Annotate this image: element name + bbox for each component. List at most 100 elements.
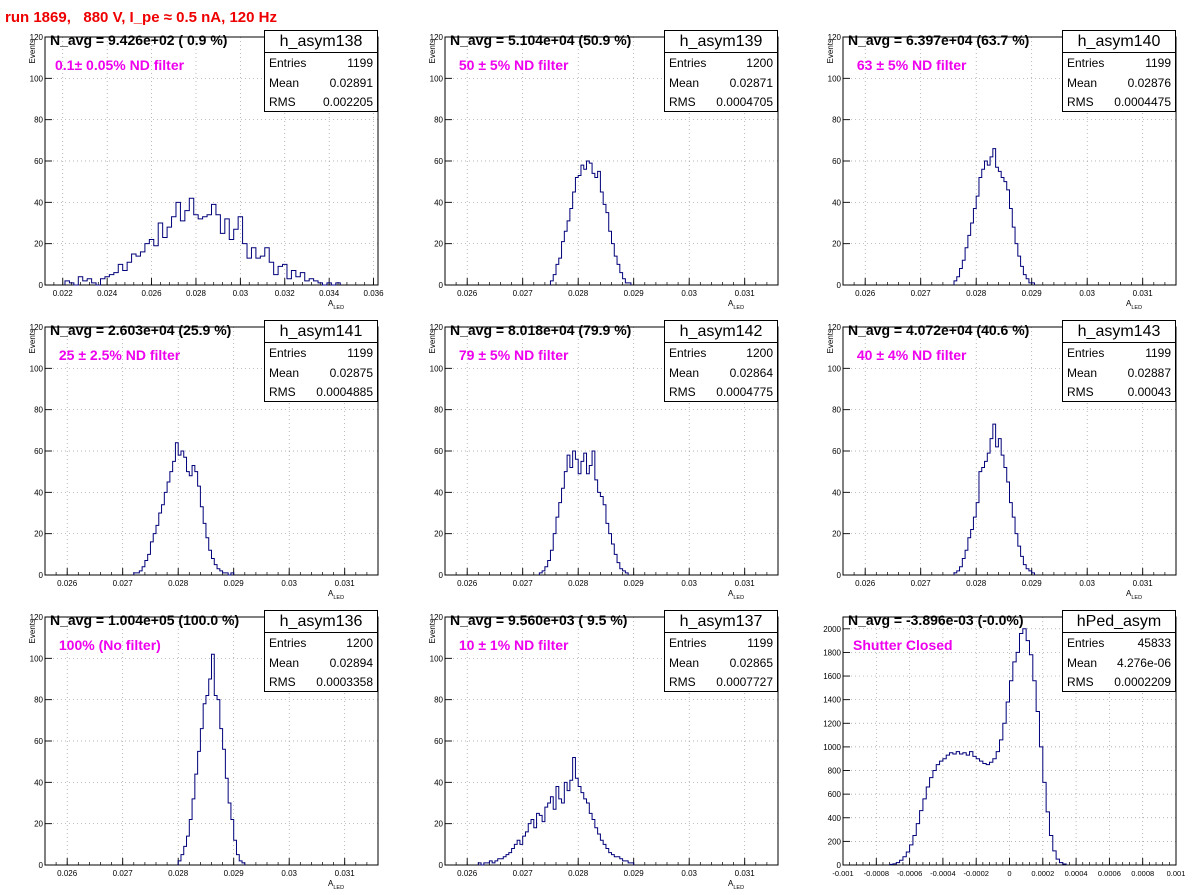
y-tick-label: 60 xyxy=(434,157,443,166)
x-axis-title: ALED xyxy=(328,589,344,601)
stats-value: 45833 xyxy=(1137,636,1171,650)
filter-label: 0.1± 0.05% ND filter xyxy=(55,57,185,73)
y-tick-label: 120 xyxy=(430,613,444,622)
y-tick-label: 60 xyxy=(832,447,841,456)
y-tick-label: 60 xyxy=(34,737,43,746)
navg-label: N_avg = 9.426e+02 ( 0.9 %) xyxy=(50,32,228,48)
filter-label: 100% (No filter) xyxy=(55,637,161,653)
stats-value: 0.02887 xyxy=(1127,365,1171,380)
x-axis-title: ALED xyxy=(728,589,744,601)
navg-label: N_avg = -3.896e-03 (-0.0%) xyxy=(848,612,1024,628)
stats-box: h_asym140 Entries 1199 Mean 0.02876 RMS 0.0004… xyxy=(1062,30,1176,112)
x-tick-label: 0.0006 xyxy=(1098,869,1121,878)
y-axis-title: Events xyxy=(826,329,835,353)
x-tick-label: 0.026 xyxy=(457,579,478,588)
x-tick-label: 0.03 xyxy=(681,869,697,878)
x-tick-label: 0.03 xyxy=(281,579,297,588)
x-tick-label: 0.028 xyxy=(568,579,589,588)
y-tick-label: 20 xyxy=(832,240,841,249)
histogram-panel-h_asym136: 0.026 0.027 0.028 0.029 0.03 0.031 0 20 40 60 80 10… xyxy=(0,610,390,895)
stats-row-entries: Entries 1200 xyxy=(665,343,777,363)
stats-key: RMS xyxy=(669,385,696,399)
y-tick-label: 40 xyxy=(434,198,443,207)
stats-value: 1200 xyxy=(346,636,373,650)
stats-row-entries: Entries 45833 xyxy=(1063,633,1175,653)
stats-row-entries: Entries 1199 xyxy=(265,53,377,73)
x-tick-label: 0.026 xyxy=(457,289,478,298)
stats-row-rms: RMS 0.0003358 xyxy=(265,672,377,692)
y-tick-label: 60 xyxy=(34,157,43,166)
y-tick-label: 0 xyxy=(439,281,444,290)
y-tick-label: 40 xyxy=(832,198,841,207)
histogram-panel-h_asym137: 0.026 0.027 0.028 0.029 0.03 0.031 0 20 40 60 80 10… xyxy=(400,610,790,895)
histogram-name: h_asym138 xyxy=(265,31,377,53)
x-tick-label: 0.027 xyxy=(513,869,534,878)
navg-label: N_avg = 5.104e+04 (50.9 %) xyxy=(450,32,632,48)
x-tick-label: 0.029 xyxy=(624,289,645,298)
stats-row-mean: Mean 0.02864 xyxy=(665,363,777,383)
x-tick-label: 0.027 xyxy=(911,289,932,298)
stats-row-entries: Entries 1200 xyxy=(265,633,377,653)
y-tick-label: 40 xyxy=(34,488,43,497)
x-axis-title: ALED xyxy=(328,299,344,311)
stats-box: h_asym139 Entries 1200 Mean 0.02871 RMS 0.0004… xyxy=(664,30,778,112)
x-tick-label: 0.036 xyxy=(364,289,385,298)
stats-box: h_asym138 Entries 1199 Mean 0.02891 RMS 0.0022… xyxy=(264,30,378,112)
stats-key: Mean xyxy=(1067,655,1098,670)
y-tick-label: 120 xyxy=(430,323,444,332)
stats-row-mean: Mean 4.276e-06 xyxy=(1063,653,1175,673)
stats-value: 0.002205 xyxy=(322,95,373,109)
histogram-svg: 0.026 0.027 0.028 0.029 0.03 0.031 0 20 40 60 80 10… xyxy=(826,33,1177,311)
x-tick-label: -0.0002 xyxy=(963,869,988,878)
x-tick-label: 0.026 xyxy=(855,579,876,588)
y-tick-label: 80 xyxy=(434,116,443,125)
x-tick-label: 0.028 xyxy=(186,289,207,298)
y-tick-label: 20 xyxy=(34,530,43,539)
y-tick-label: 0 xyxy=(439,571,444,580)
stats-value: 1199 xyxy=(1145,56,1171,70)
stats-value: 1199 xyxy=(347,56,373,70)
stats-key: Entries xyxy=(1067,636,1105,650)
stats-key: Mean xyxy=(269,655,300,670)
x-tick-label: 0.027 xyxy=(513,579,534,588)
x-tick-label: 0.03 xyxy=(681,579,697,588)
x-tick-label: -0.0004 xyxy=(930,869,955,878)
x-tick-label: 0.03 xyxy=(233,289,249,298)
x-tick-label: 0.03 xyxy=(1079,289,1095,298)
x-tick-label: 0.031 xyxy=(1133,579,1154,588)
histogram-name: h_asym137 xyxy=(665,611,777,633)
navg-label: N_avg = 8.018e+04 (79.9 %) xyxy=(450,322,632,338)
histogram-series-line xyxy=(64,197,341,286)
stats-key: RMS xyxy=(1067,95,1094,109)
stats-value: 0.0004475 xyxy=(1114,95,1171,109)
stats-row-rms: RMS 0.00043 xyxy=(1063,382,1175,402)
x-tick-label: 0.028 xyxy=(966,289,987,298)
page-title: run 1869, 880 V, I_pe ≈ 0.5 nA, 120 Hz xyxy=(5,9,277,26)
y-tick-label: 120 xyxy=(30,323,44,332)
stats-value: 1199 xyxy=(347,346,373,360)
stats-row-rms: RMS 0.0004885 xyxy=(265,382,377,402)
x-tick-label: 0.029 xyxy=(224,869,245,878)
x-tick-label: 0.028 xyxy=(966,579,987,588)
histogram-series-line xyxy=(477,757,635,866)
y-tick-label: 20 xyxy=(434,240,443,249)
x-tick-label: 0.026 xyxy=(57,869,78,878)
x-tick-label: 0.0008 xyxy=(1131,869,1154,878)
histogram-svg: 0.022 0.024 0.026 0.028 0.03 0.032 0.034 0.036 0… xyxy=(28,33,385,311)
y-tick-label: 20 xyxy=(34,820,43,829)
x-tick-label: 0.029 xyxy=(224,579,245,588)
y-tick-label: 40 xyxy=(34,198,43,207)
stats-row-entries: Entries 1199 xyxy=(265,343,377,363)
stats-row-mean: Mean 0.02887 xyxy=(1063,363,1175,383)
x-tick-label: 0.028 xyxy=(568,289,589,298)
stats-key: RMS xyxy=(269,385,296,399)
stats-value: 0.02894 xyxy=(329,655,373,670)
stats-key: Entries xyxy=(269,56,307,70)
histogram-name: h_asym136 xyxy=(265,611,377,633)
y-tick-label: 20 xyxy=(832,530,841,539)
stats-value: 1200 xyxy=(746,56,773,70)
x-tick-label: 0.032 xyxy=(275,289,296,298)
histogram-series-line xyxy=(177,653,246,865)
histogram-series-line xyxy=(133,442,235,576)
stats-row-rms: RMS 0.0007727 xyxy=(665,672,777,692)
